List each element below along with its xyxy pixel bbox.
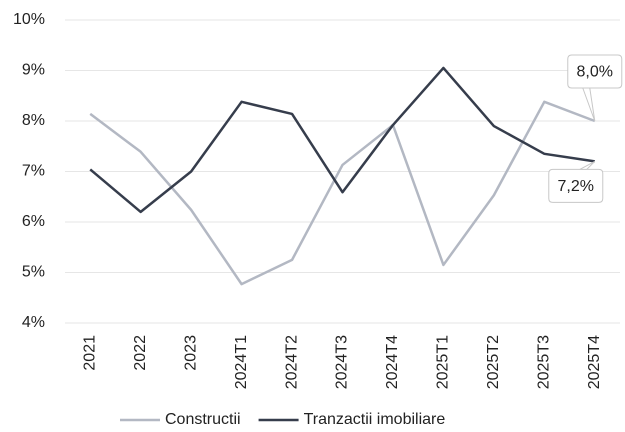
- y-tick-label: 10%: [13, 11, 45, 28]
- callout-pointer: [579, 160, 596, 170]
- x-tick-label: 2025T4: [586, 335, 603, 389]
- y-tick-label: 4%: [22, 314, 45, 331]
- data-label: 7,2%: [558, 178, 594, 195]
- x-tick-label: 2024T3: [334, 335, 351, 389]
- x-tick-label: 2025T2: [485, 335, 502, 389]
- x-tick-label: 2024T1: [233, 335, 250, 389]
- x-tick-label: 2025T1: [435, 335, 452, 389]
- y-tick-label: 5%: [22, 264, 45, 281]
- x-tick-label: 2023: [182, 335, 199, 371]
- callout-box: [548, 168, 604, 203]
- y-tick-label: 8%: [22, 112, 45, 129]
- legend-label: Constructii: [165, 411, 241, 428]
- y-tick-label: 7%: [22, 163, 45, 180]
- legend-label: Tranzactii imobiliare: [304, 411, 446, 428]
- data-label: 8,0%: [577, 64, 613, 81]
- callout-box: [567, 54, 623, 89]
- x-tick-label: 2021: [81, 335, 98, 371]
- x-tick-label: 2025T3: [536, 335, 553, 389]
- y-tick-label: 9%: [22, 62, 45, 79]
- x-tick-label: 2022: [132, 335, 149, 371]
- x-tick-label: 2024T2: [283, 335, 300, 389]
- line-series: [89, 66, 595, 214]
- x-tick-label: 2024T4: [384, 335, 401, 389]
- line-series: [89, 100, 596, 286]
- y-tick-label: 6%: [22, 213, 45, 230]
- callout-pointer: [582, 87, 596, 122]
